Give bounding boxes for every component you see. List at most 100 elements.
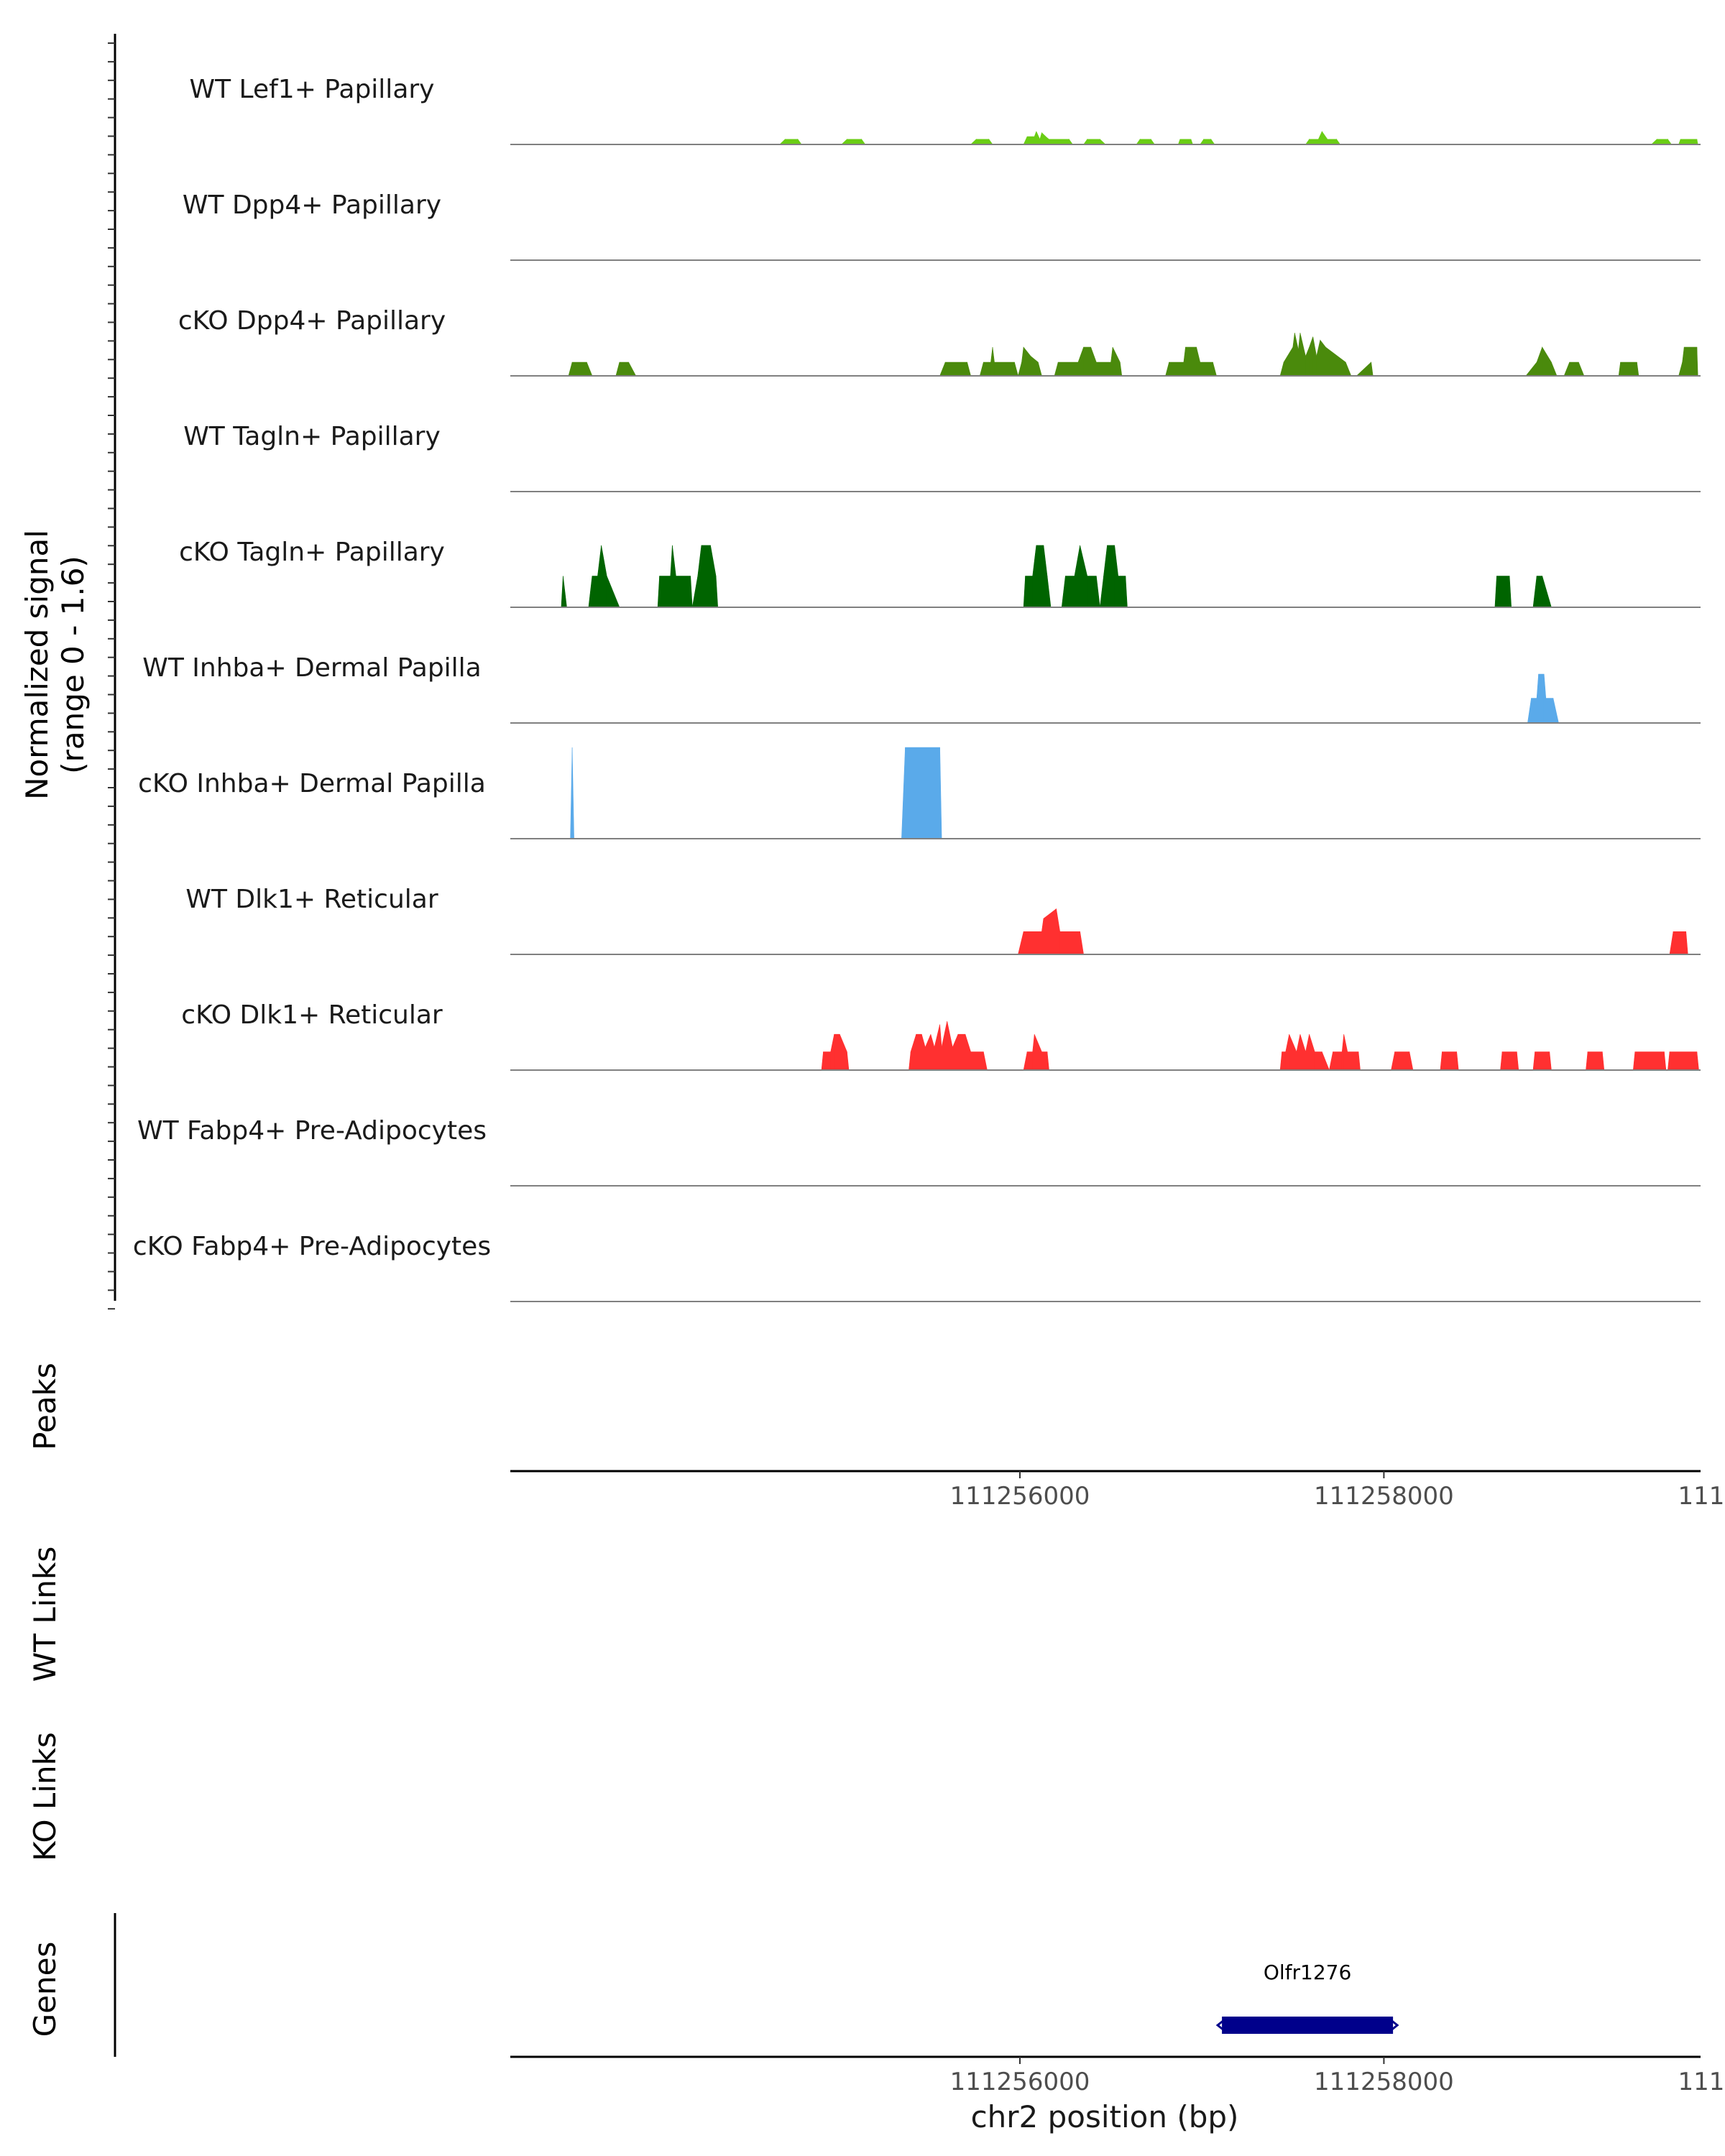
signal-segment: [563, 576, 567, 608]
x-tick-label: 111256000: [950, 2068, 1090, 2096]
signal-segment: [657, 576, 660, 608]
signal-segment: [1542, 346, 1552, 377]
signal-segment: [701, 545, 711, 608]
signal-segment: [1118, 576, 1126, 608]
signal-segment: [1527, 698, 1532, 724]
signal-segment: [1683, 346, 1698, 377]
signal-segment: [1509, 576, 1512, 608]
signal-segment: [1087, 576, 1097, 608]
signal-segment: [1517, 1051, 1519, 1071]
signal-segment: [1177, 139, 1181, 145]
signal-segment: [939, 1024, 942, 1071]
signal-segment: [1329, 1051, 1333, 1071]
signal-segment: [1054, 361, 1059, 377]
signal-segment: [910, 1034, 916, 1071]
signal-segment: [988, 138, 993, 145]
signal-segment: [1456, 1051, 1459, 1071]
signal-segment: [1532, 1051, 1535, 1071]
signal-segment: [992, 347, 995, 377]
signal-segment: [1041, 1051, 1048, 1071]
signal-segment: [586, 361, 593, 377]
signal-segment: [628, 361, 637, 377]
x-axis-top: 111256000 111258000 111260000: [510, 1470, 1725, 1511]
signal-segment: [1059, 931, 1075, 955]
signal-segment: [1637, 361, 1639, 377]
signal-segment: [1107, 545, 1115, 608]
signal-segment: [615, 361, 620, 377]
signal-segment: [1185, 346, 1197, 377]
signal-segment: [1203, 139, 1212, 145]
signal-segment: [1542, 576, 1552, 608]
gene-track: Olfr1276: [1215, 1961, 1399, 2034]
signal-segment: [797, 138, 802, 145]
signal-segment: [1409, 1051, 1414, 1071]
track-label: cKO Dlk1+ Reticular: [181, 1000, 443, 1030]
signal-segment: [994, 361, 1015, 377]
track-8: WT Dlk1+ Reticular: [185, 885, 1701, 955]
track-label: WT Tagln+ Papillary: [183, 422, 441, 451]
signal-segment: [1169, 361, 1184, 377]
signal-segment: [841, 139, 847, 145]
signal-tracks: WT Lef1+ Papillary WT Dpp4+ Papillary cKO …: [133, 75, 1701, 1302]
signal-segment: [690, 576, 693, 608]
signal-segment: [1023, 576, 1026, 608]
signal-segment: [1394, 1051, 1410, 1071]
track-label: WT Dlk1+ Reticular: [185, 885, 438, 914]
track-2: WT Dpp4+ Papillary: [183, 190, 1701, 261]
signal-segment: [1077, 346, 1084, 377]
signal-segment: [1632, 1051, 1636, 1071]
signal-segment: [1279, 361, 1284, 377]
signal-segment: [1551, 361, 1558, 377]
signal-segment: [921, 1034, 926, 1071]
track-3: cKO Dpp4+ Papillary: [178, 306, 1701, 377]
signal-segment: [619, 361, 629, 377]
signal-segment: [1112, 346, 1121, 377]
signal-segment: [1668, 1051, 1670, 1071]
signal-segment: [1023, 136, 1028, 145]
track-label: cKO Fabp4+ Pre-Adipocytes: [133, 1232, 491, 1261]
signal-segment: [1043, 908, 1057, 955]
signal-segment: [1620, 361, 1637, 377]
signal-segment: [1656, 139, 1668, 145]
signal-segment: [570, 747, 573, 839]
signal-segment: [934, 1024, 940, 1071]
signal-segment: [1696, 139, 1698, 145]
signal-segment: [1325, 346, 1346, 377]
track-10: WT Fabp4+ Pre-Adipocytes: [137, 1116, 1701, 1187]
signal-segment: [1032, 1034, 1035, 1071]
signal-segment: [561, 576, 564, 608]
signal-segment: [1179, 139, 1192, 145]
track-label: WT Fabp4+ Pre-Adipocytes: [137, 1116, 487, 1146]
gene-strand-arrow: [1215, 2018, 1399, 2032]
signal-segment: [691, 576, 699, 608]
signal-segment: [1669, 931, 1674, 955]
signal-segment: [979, 361, 984, 377]
signal-segment: [1685, 931, 1688, 955]
signal-segment: [1682, 347, 1685, 377]
signal-segment: [1038, 361, 1042, 377]
signal-segment: [1021, 347, 1024, 377]
signal-segment: [1336, 138, 1341, 145]
signal-segment: [1065, 576, 1075, 608]
signal-segment: [1305, 346, 1310, 377]
signal-segment: [1316, 340, 1321, 377]
track-6: WT Inhba+ Dermal Papilla: [142, 653, 1701, 724]
signal-segment: [1312, 336, 1317, 377]
signal-segment: [983, 1051, 988, 1071]
track-label: cKO Dpp4+ Papillary: [178, 306, 446, 336]
signal-segment: [1023, 1051, 1028, 1071]
signal-segment: [1139, 139, 1151, 145]
signal-segment: [1322, 1051, 1330, 1071]
signal-segment: [1333, 1051, 1343, 1071]
signal-segment: [1696, 1051, 1699, 1071]
signal-segment: [1535, 1051, 1550, 1071]
signal-segment: [970, 139, 977, 145]
signal-segment: [1041, 132, 1048, 145]
signal-y-axis: [108, 34, 116, 1310]
signal-segment: [1322, 130, 1328, 145]
signal-segment: [1165, 361, 1169, 377]
signal-segment: [1345, 361, 1352, 377]
signal-segment: [785, 139, 799, 145]
signal-segment: [1358, 1051, 1361, 1071]
signal-segment: [1494, 576, 1497, 608]
